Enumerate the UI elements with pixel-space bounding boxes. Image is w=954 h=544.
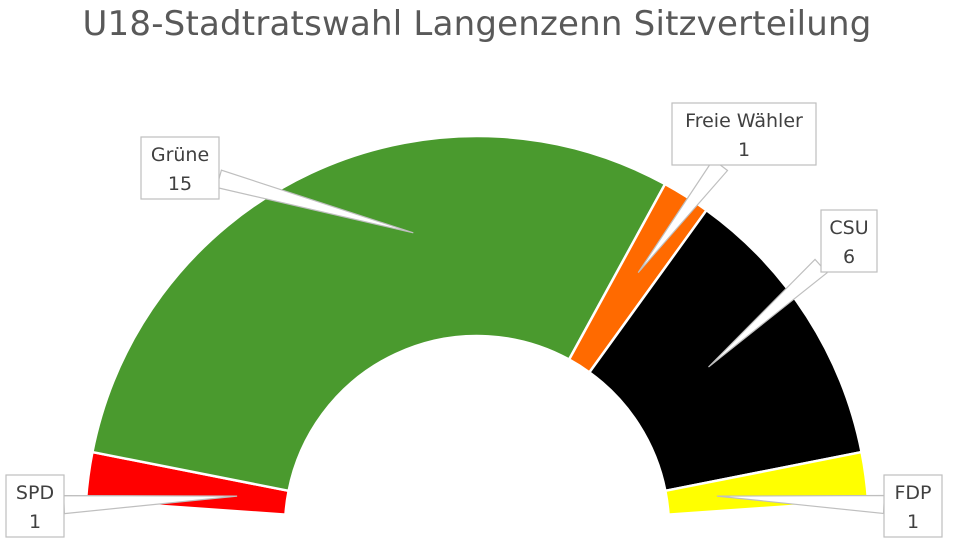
data-label-value: 15 — [168, 173, 192, 195]
data-label-name: SPD — [16, 482, 54, 504]
chart-leader-lines — [62, 158, 886, 515]
data-label-value: 1 — [738, 139, 750, 161]
chart-data-labels: SPD 1 Grüne 15 Freie Wähler 1 CSU 6 FDP 1 — [5, 102, 943, 538]
data-label-fdp: FDP 1 — [883, 474, 943, 538]
data-label-box — [883, 474, 943, 538]
data-label-csu: CSU 6 — [820, 209, 878, 273]
data-label-name: Grüne — [151, 144, 209, 166]
data-label-box — [820, 209, 878, 273]
data-label-name: FDP — [894, 482, 931, 504]
data-label-value: 1 — [29, 511, 41, 533]
data-label-spd: SPD 1 — [5, 474, 65, 538]
data-label-name: CSU — [829, 217, 868, 239]
data-label-box — [5, 474, 65, 538]
slice-gruene — [91, 134, 667, 493]
data-label-name: Freie Wähler — [685, 110, 803, 132]
data-label-value: 1 — [907, 511, 919, 533]
data-label-value: 6 — [843, 246, 855, 268]
data-label-box — [671, 102, 817, 166]
chart-title: U18-Stadtratswahl Langenzenn Sitzverteil… — [82, 4, 872, 44]
data-label-box — [140, 136, 220, 200]
data-label-gruene: Grüne 15 — [140, 136, 220, 200]
data-label-freie-waehler: Freie Wähler 1 — [671, 102, 817, 166]
